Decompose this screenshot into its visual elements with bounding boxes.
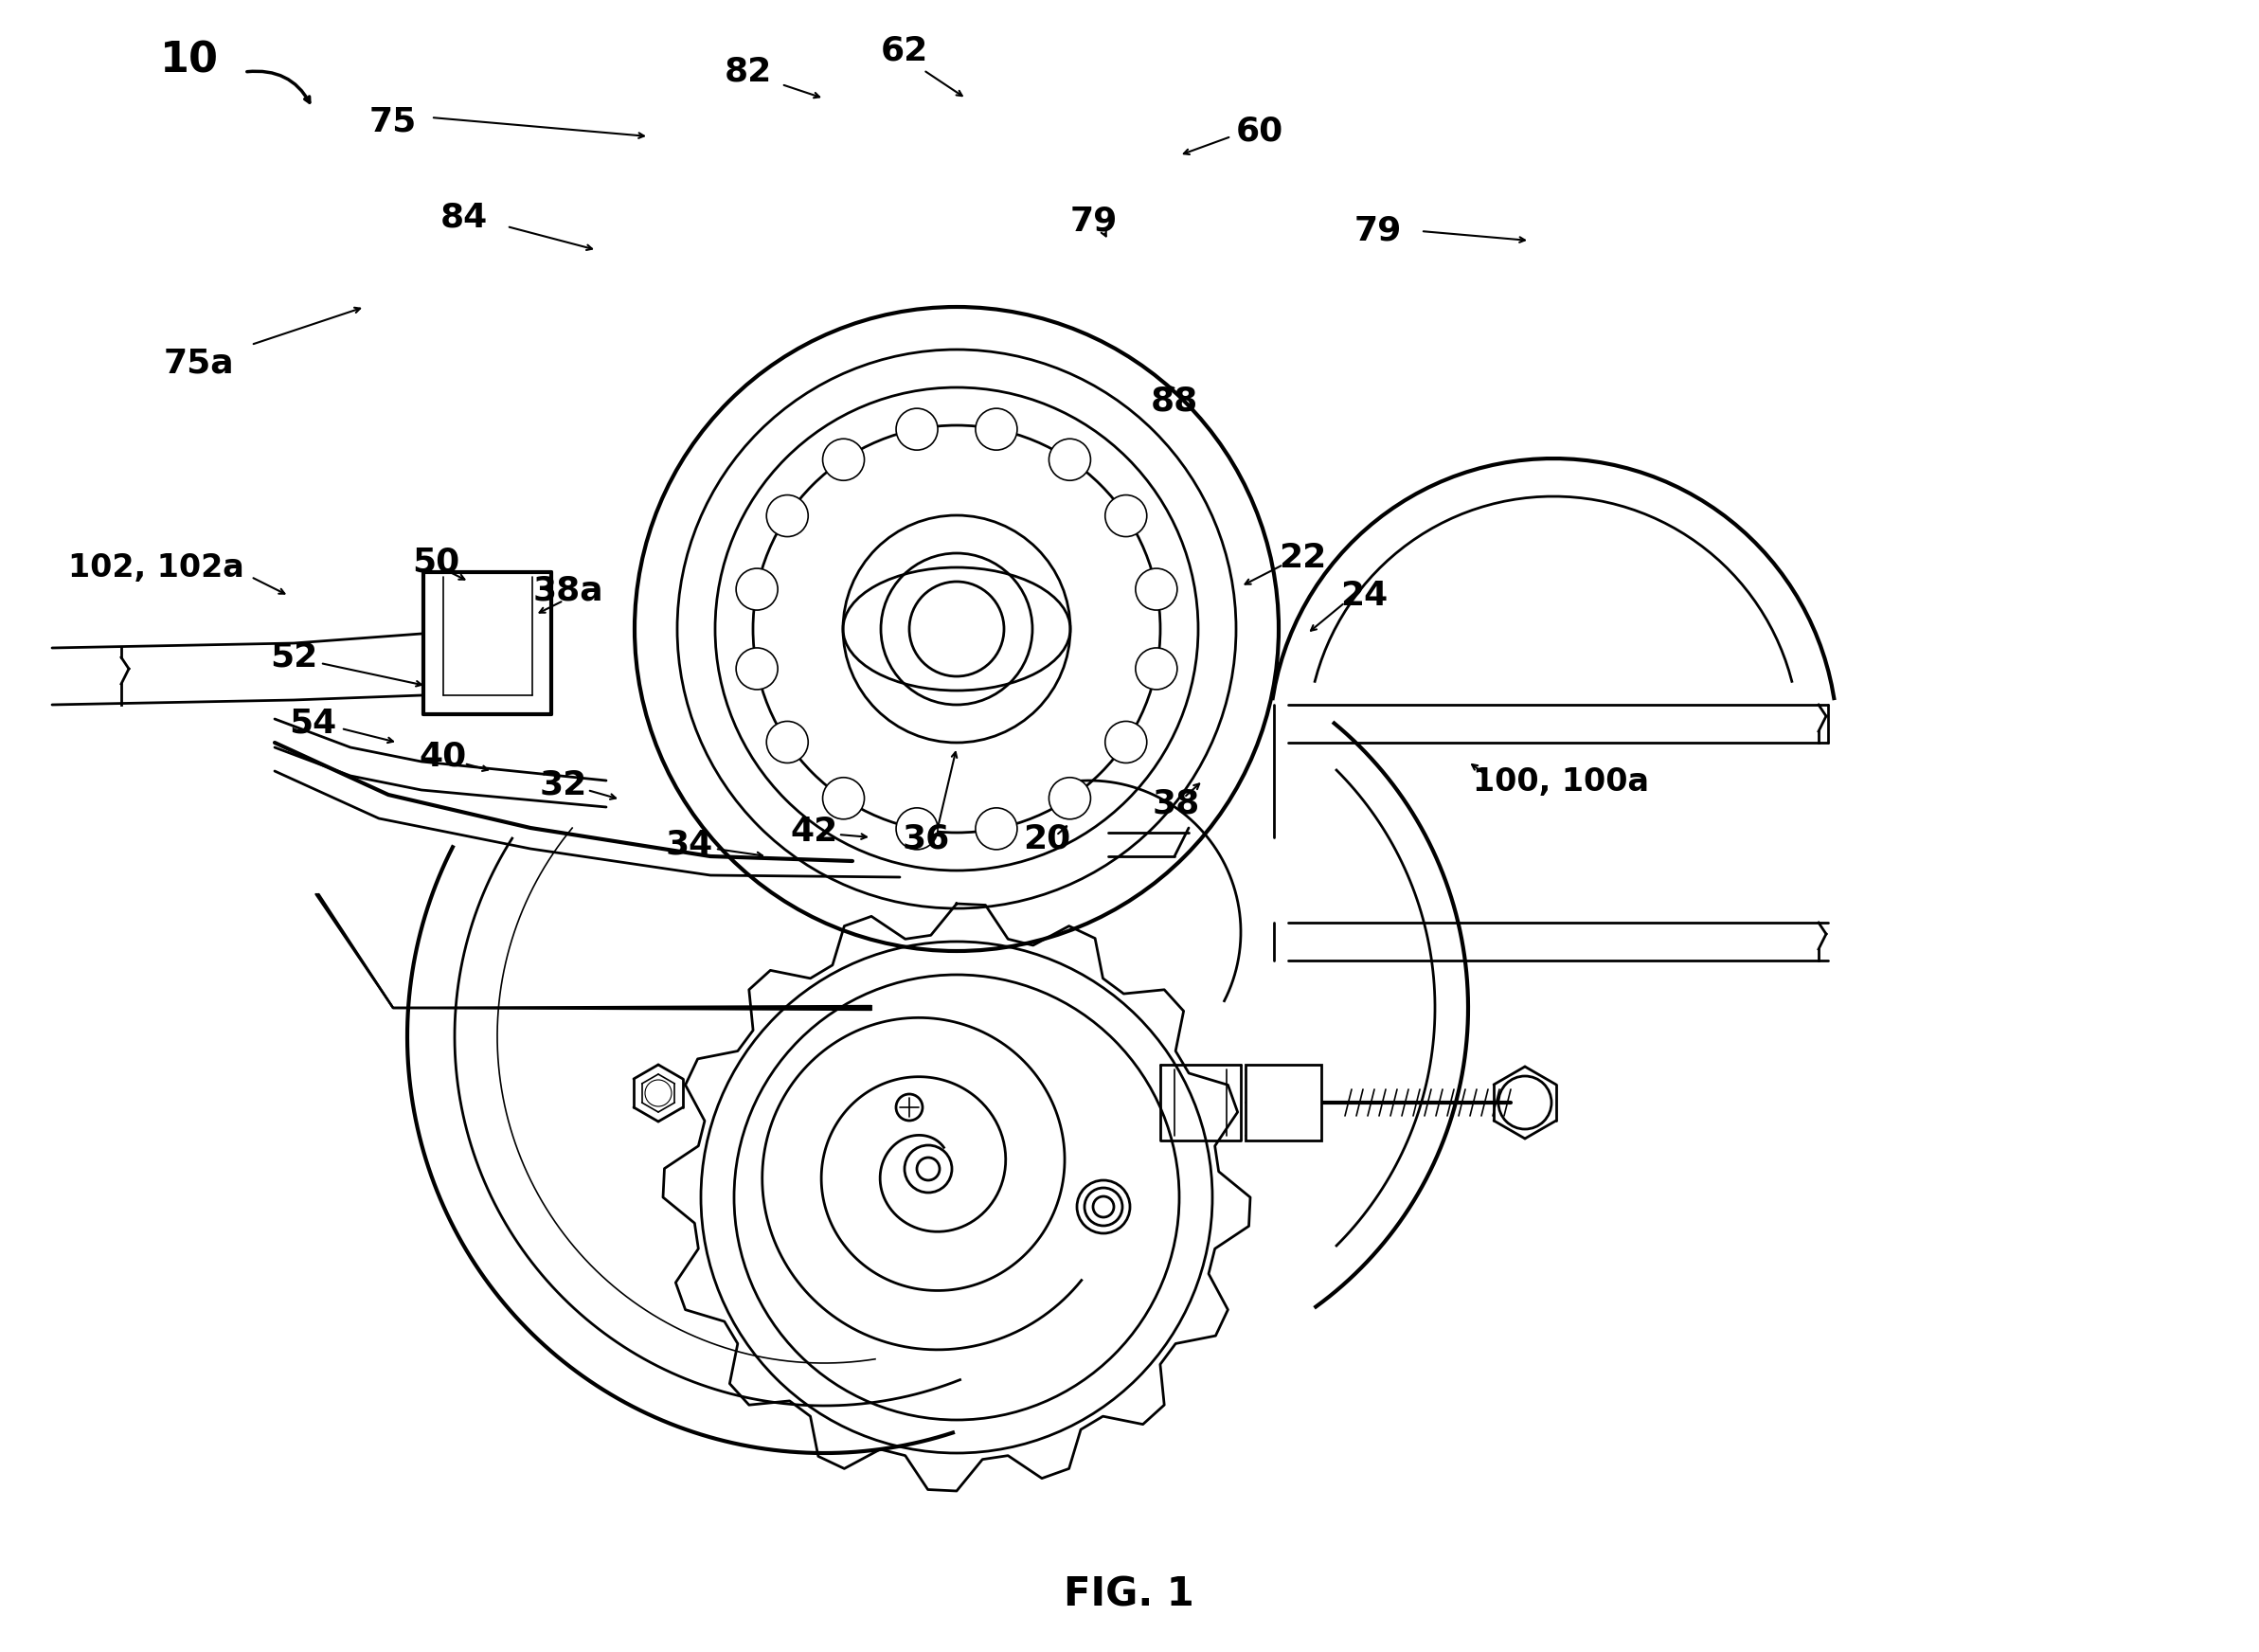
- Circle shape: [897, 408, 937, 449]
- Circle shape: [1048, 778, 1091, 819]
- Text: 50: 50: [411, 547, 459, 578]
- Text: 60: 60: [1236, 116, 1283, 147]
- Text: 79: 79: [1355, 215, 1403, 248]
- Circle shape: [736, 568, 777, 610]
- Text: 54: 54: [289, 707, 337, 740]
- Circle shape: [976, 408, 1017, 449]
- FancyBboxPatch shape: [1245, 1064, 1322, 1140]
- Text: 20: 20: [1023, 823, 1071, 856]
- Circle shape: [1105, 496, 1148, 537]
- Text: 40: 40: [420, 740, 468, 773]
- Text: 22: 22: [1279, 542, 1326, 573]
- Text: 42: 42: [791, 816, 838, 847]
- Text: 79: 79: [1071, 205, 1118, 238]
- Circle shape: [822, 439, 865, 481]
- Circle shape: [766, 496, 809, 537]
- Text: FIG. 1: FIG. 1: [1064, 1576, 1195, 1616]
- Text: 88: 88: [1150, 385, 1197, 418]
- Circle shape: [766, 722, 809, 763]
- Circle shape: [1136, 648, 1177, 689]
- Circle shape: [897, 808, 937, 849]
- Text: 102, 102a: 102, 102a: [68, 552, 244, 583]
- Circle shape: [917, 1158, 940, 1180]
- Circle shape: [822, 778, 865, 819]
- Text: 82: 82: [725, 56, 773, 88]
- Circle shape: [1048, 439, 1091, 481]
- Circle shape: [1105, 722, 1148, 763]
- Text: 38: 38: [1152, 788, 1200, 821]
- Circle shape: [976, 808, 1017, 849]
- Circle shape: [736, 648, 777, 689]
- Text: 24: 24: [1340, 580, 1387, 611]
- Text: 36: 36: [904, 823, 951, 856]
- Text: 10: 10: [160, 40, 219, 81]
- Text: 62: 62: [881, 35, 928, 68]
- Text: 38a: 38a: [533, 575, 603, 608]
- Text: 100, 100a: 100, 100a: [1473, 767, 1649, 798]
- Text: 32: 32: [540, 770, 587, 801]
- Text: 52: 52: [269, 641, 319, 674]
- Text: 75a: 75a: [163, 347, 235, 380]
- Text: 34: 34: [666, 829, 714, 861]
- Text: 75: 75: [368, 106, 418, 139]
- Circle shape: [1136, 568, 1177, 610]
- Text: 84: 84: [441, 202, 488, 233]
